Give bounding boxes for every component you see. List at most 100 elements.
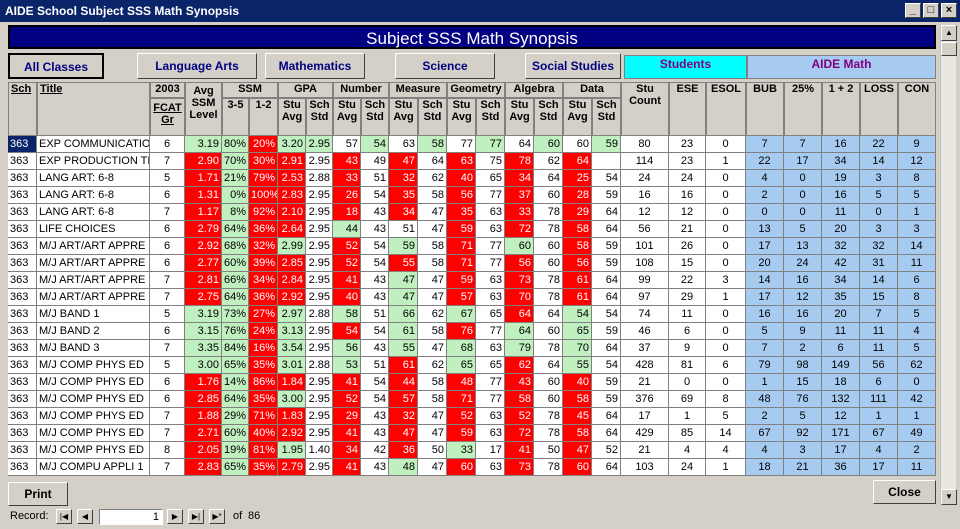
- cell-ese[interactable]: 12: [669, 204, 706, 221]
- cell-mstd[interactable]: 62: [418, 306, 447, 323]
- cell-dat[interactable]: 60: [563, 136, 592, 153]
- cell-ese[interactable]: 26: [669, 238, 706, 255]
- cell-mstd[interactable]: 58: [418, 136, 447, 153]
- cell-dstd[interactable]: 54: [592, 357, 621, 374]
- cell-avg[interactable]: 2.77: [185, 255, 222, 272]
- cell-s35[interactable]: 64%: [222, 289, 249, 306]
- cell-mea[interactable]: 61: [389, 357, 418, 374]
- cell-s35[interactable]: 68%: [222, 238, 249, 255]
- cell-gestd[interactable]: 17: [476, 442, 505, 459]
- cell-oneTwo[interactable]: 34: [822, 272, 860, 289]
- cell-gpa[interactable]: 2.10: [278, 204, 306, 221]
- cell-gr[interactable]: 7: [150, 272, 185, 289]
- cell-ese[interactable]: 69: [669, 391, 706, 408]
- cell-num[interactable]: 33: [333, 170, 361, 187]
- cell-loss[interactable]: 32: [860, 238, 898, 255]
- cell-sch[interactable]: 363: [8, 340, 37, 357]
- cell-dstd[interactable]: 64: [592, 408, 621, 425]
- minimize-icon[interactable]: _: [905, 3, 921, 18]
- cell-astd[interactable]: 50: [534, 442, 563, 459]
- cell-p25[interactable]: 12: [784, 289, 822, 306]
- cell-gestd[interactable]: 77: [476, 238, 505, 255]
- table-row[interactable]: 363 M/J COMPU APPLI 1 7 2.83 65% 35% 2.79 2.95 4…: [8, 459, 936, 476]
- cell-esol[interactable]: 5: [706, 408, 746, 425]
- cell-mea[interactable]: 47: [389, 272, 418, 289]
- cell-cnt[interactable]: 24: [621, 170, 669, 187]
- cell-astd[interactable]: 64: [534, 306, 563, 323]
- cell-con[interactable]: 14: [898, 238, 936, 255]
- cell-astd[interactable]: 78: [534, 340, 563, 357]
- table-row[interactable]: 363 M/J COMP PHYS ED 7 2.71 60% 40% 2.92 2.95 41…: [8, 425, 936, 442]
- cell-mea[interactable]: 35: [389, 187, 418, 204]
- cell-con[interactable]: 49: [898, 425, 936, 442]
- cell-bub[interactable]: 2: [746, 408, 784, 425]
- cell-sch[interactable]: 363: [8, 323, 37, 340]
- table-row[interactable]: 363 M/J BAND 3 7 3.35 84% 16% 3.54 2.95 56 43 55 47…: [8, 340, 936, 357]
- cell-cnt[interactable]: 376: [621, 391, 669, 408]
- cell-esol[interactable]: 0: [706, 170, 746, 187]
- cell-ese[interactable]: 0: [669, 374, 706, 391]
- cell-alg[interactable]: 33: [505, 204, 534, 221]
- tab-all-classes[interactable]: All Classes: [8, 53, 104, 79]
- cell-s35[interactable]: 64%: [222, 391, 249, 408]
- cell-nstd[interactable]: 54: [361, 238, 389, 255]
- cell-avg[interactable]: 2.90: [185, 153, 222, 170]
- print-button[interactable]: Print: [8, 482, 68, 506]
- cell-title[interactable]: M/J COMP PHYS ED: [37, 357, 150, 374]
- cell-s12[interactable]: 86%: [249, 374, 278, 391]
- cell-geo[interactable]: 52: [447, 408, 476, 425]
- cell-alg[interactable]: 62: [505, 357, 534, 374]
- cell-s35[interactable]: 60%: [222, 255, 249, 272]
- cell-gr[interactable]: 6: [150, 187, 185, 204]
- cell-con[interactable]: 9: [898, 136, 936, 153]
- cell-mstd[interactable]: 47: [418, 408, 447, 425]
- cell-astd[interactable]: 78: [534, 408, 563, 425]
- cell-con[interactable]: 4: [898, 323, 936, 340]
- cell-alg[interactable]: 56: [505, 255, 534, 272]
- cell-ese[interactable]: 85: [669, 425, 706, 442]
- tab-students[interactable]: Students: [624, 55, 747, 79]
- cell-gstd[interactable]: 2.95: [306, 340, 333, 357]
- cell-cnt[interactable]: 99: [621, 272, 669, 289]
- cell-mea[interactable]: 48: [389, 459, 418, 476]
- cell-gr[interactable]: 7: [150, 425, 185, 442]
- cell-mstd[interactable]: 47: [418, 204, 447, 221]
- cell-loss[interactable]: 22: [860, 136, 898, 153]
- cell-gstd[interactable]: 2.95: [306, 187, 333, 204]
- cell-bub[interactable]: 4: [746, 442, 784, 459]
- cell-esol[interactable]: 8: [706, 391, 746, 408]
- table-row[interactable]: 363 M/J COMP PHYS ED 5 3.00 65% 35% 3.01 2.88 53…: [8, 357, 936, 374]
- cell-esol[interactable]: 0: [706, 255, 746, 272]
- cell-mstd[interactable]: 47: [418, 221, 447, 238]
- cell-gpa[interactable]: 2.79: [278, 459, 306, 476]
- cell-dstd[interactable]: 64: [592, 289, 621, 306]
- cell-avg[interactable]: 2.92: [185, 238, 222, 255]
- cell-alg[interactable]: 43: [505, 374, 534, 391]
- cell-bub[interactable]: 7: [746, 136, 784, 153]
- cell-ese[interactable]: 22: [669, 272, 706, 289]
- cell-cnt[interactable]: 37: [621, 340, 669, 357]
- cell-title[interactable]: M/J BAND 1: [37, 306, 150, 323]
- cell-title[interactable]: M/J ART/ART APPRE: [37, 255, 150, 272]
- cell-dstd[interactable]: 59: [592, 323, 621, 340]
- cell-con[interactable]: 12: [898, 153, 936, 170]
- cell-mstd[interactable]: 58: [418, 187, 447, 204]
- cell-cnt[interactable]: 12: [621, 204, 669, 221]
- cell-con[interactable]: 42: [898, 391, 936, 408]
- cell-dat[interactable]: 64: [563, 153, 592, 170]
- cell-ese[interactable]: 23: [669, 153, 706, 170]
- cell-title[interactable]: M/J ART/ART APPRE: [37, 289, 150, 306]
- cell-title[interactable]: EXP PRODUCTION TI: [37, 153, 150, 170]
- cell-avg[interactable]: 3.19: [185, 136, 222, 153]
- cell-gr[interactable]: 7: [150, 153, 185, 170]
- cell-gr[interactable]: 7: [150, 459, 185, 476]
- tab-mathematics[interactable]: Mathematics: [265, 53, 365, 79]
- cell-bub[interactable]: 2: [746, 187, 784, 204]
- table-row[interactable]: 363 M/J BAND 1 5 3.19 73% 27% 2.97 2.88 58 51 66 62…: [8, 306, 936, 323]
- cell-s12[interactable]: 71%: [249, 408, 278, 425]
- table-row[interactable]: 363 EXP COMMUNICATIO 6 3.19 80% 20% 3.20 2.95 57…: [8, 136, 936, 153]
- cell-gpa[interactable]: 3.20: [278, 136, 306, 153]
- cell-avg[interactable]: 3.35: [185, 340, 222, 357]
- cell-oneTwo[interactable]: 6: [822, 340, 860, 357]
- cell-gpa[interactable]: 1.95: [278, 442, 306, 459]
